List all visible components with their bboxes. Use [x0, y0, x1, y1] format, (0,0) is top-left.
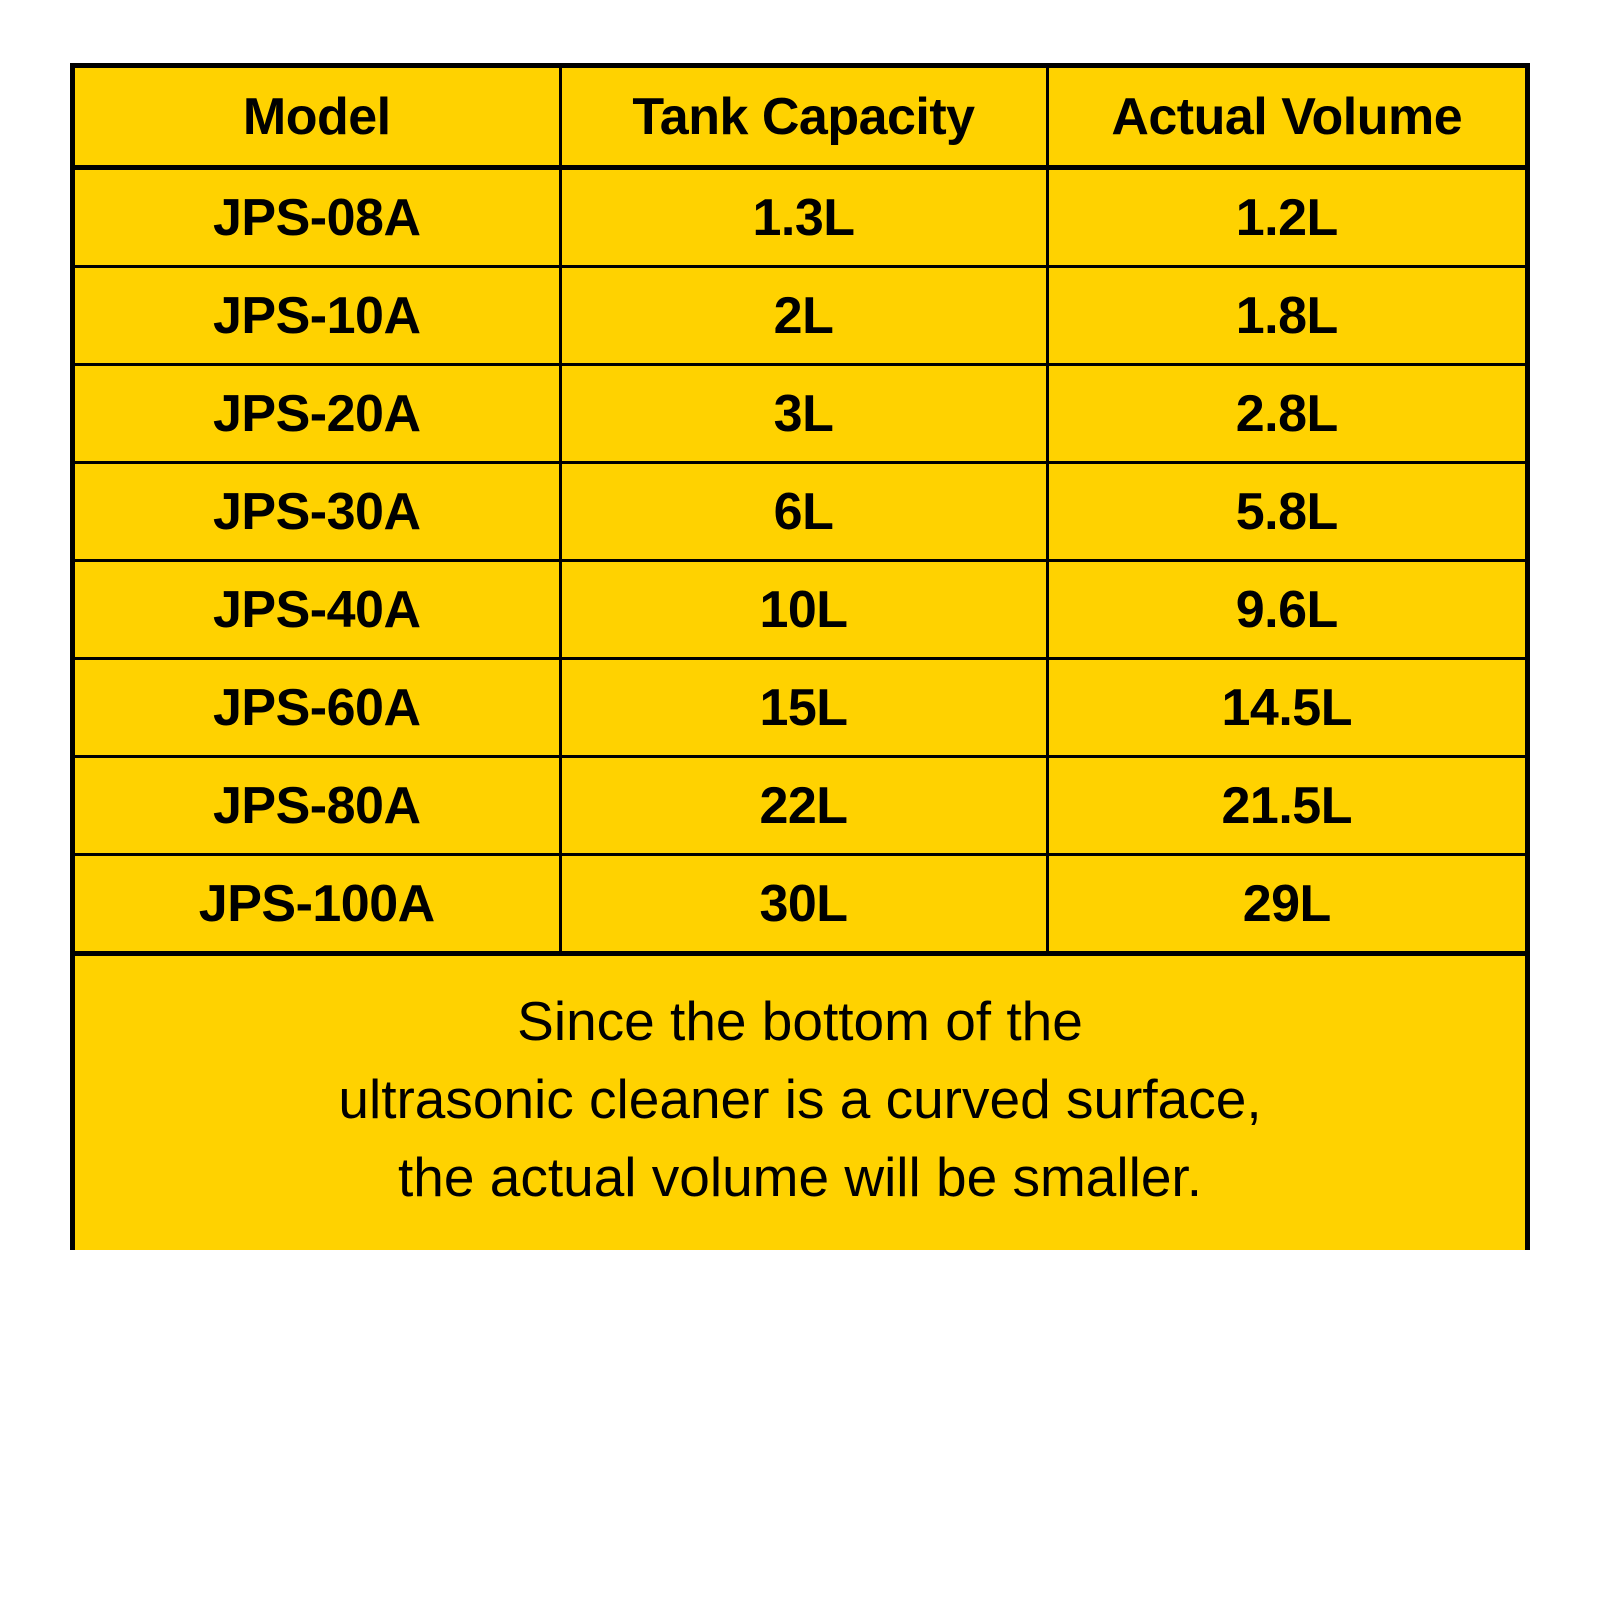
- cell-model: JPS-20A: [75, 364, 560, 464]
- specification-table-container: Model Tank Capacity Actual Volume JPS-08…: [70, 63, 1530, 1251]
- table-footnote-row: Since the bottom of the ultrasonic clean…: [75, 953, 1525, 1251]
- table-row: JPS-80A 22L 21.5L: [75, 756, 1525, 856]
- cell-tank-capacity: 30L: [558, 854, 1047, 956]
- cell-model: JPS-60A: [75, 658, 560, 758]
- cell-actual-volume: 29L: [1045, 854, 1525, 956]
- cell-tank-capacity: 3L: [558, 364, 1047, 464]
- cell-actual-volume: 9.6L: [1045, 560, 1525, 660]
- footnote-line-3: the actual volume will be smaller.: [398, 1146, 1202, 1209]
- footnote-line-2: ultrasonic cleaner is a curved surface,: [338, 1068, 1262, 1131]
- cell-actual-volume: 1.2L: [1045, 167, 1525, 268]
- cell-tank-capacity: 10L: [558, 560, 1047, 660]
- cell-model: JPS-10A: [75, 266, 560, 366]
- table-row: JPS-20A 3L 2.8L: [75, 364, 1525, 464]
- cell-actual-volume: 5.8L: [1045, 462, 1525, 562]
- table-row: JPS-100A 30L 29L: [75, 854, 1525, 956]
- column-header-tank-capacity: Tank Capacity: [558, 68, 1047, 170]
- cell-model: JPS-08A: [75, 167, 560, 268]
- table-header-row: Model Tank Capacity Actual Volume: [75, 68, 1525, 170]
- cell-tank-capacity: 1.3L: [558, 167, 1047, 268]
- cell-actual-volume: 2.8L: [1045, 364, 1525, 464]
- table-row: JPS-60A 15L 14.5L: [75, 658, 1525, 758]
- cell-actual-volume: 1.8L: [1045, 266, 1525, 366]
- column-header-model: Model: [75, 68, 560, 170]
- footnote-cell: Since the bottom of the ultrasonic clean…: [75, 953, 1525, 1251]
- cell-actual-volume: 14.5L: [1045, 658, 1525, 758]
- column-header-actual-volume: Actual Volume: [1045, 68, 1525, 170]
- table-row: JPS-08A 1.3L 1.2L: [75, 167, 1525, 268]
- cell-tank-capacity: 22L: [558, 756, 1047, 856]
- footnote-line-1: Since the bottom of the: [517, 990, 1083, 1052]
- cell-model: JPS-80A: [75, 756, 560, 856]
- cell-tank-capacity: 15L: [558, 658, 1047, 758]
- table-row: JPS-30A 6L 5.8L: [75, 462, 1525, 562]
- cell-actual-volume: 21.5L: [1045, 756, 1525, 856]
- specification-table: Model Tank Capacity Actual Volume JPS-08…: [75, 68, 1525, 1251]
- cell-tank-capacity: 6L: [558, 462, 1047, 562]
- cell-model: JPS-100A: [75, 854, 560, 956]
- cell-model: JPS-40A: [75, 560, 560, 660]
- cell-tank-capacity: 2L: [558, 266, 1047, 366]
- cell-model: JPS-30A: [75, 462, 560, 562]
- table-row: JPS-40A 10L 9.6L: [75, 560, 1525, 660]
- table-row: JPS-10A 2L 1.8L: [75, 266, 1525, 366]
